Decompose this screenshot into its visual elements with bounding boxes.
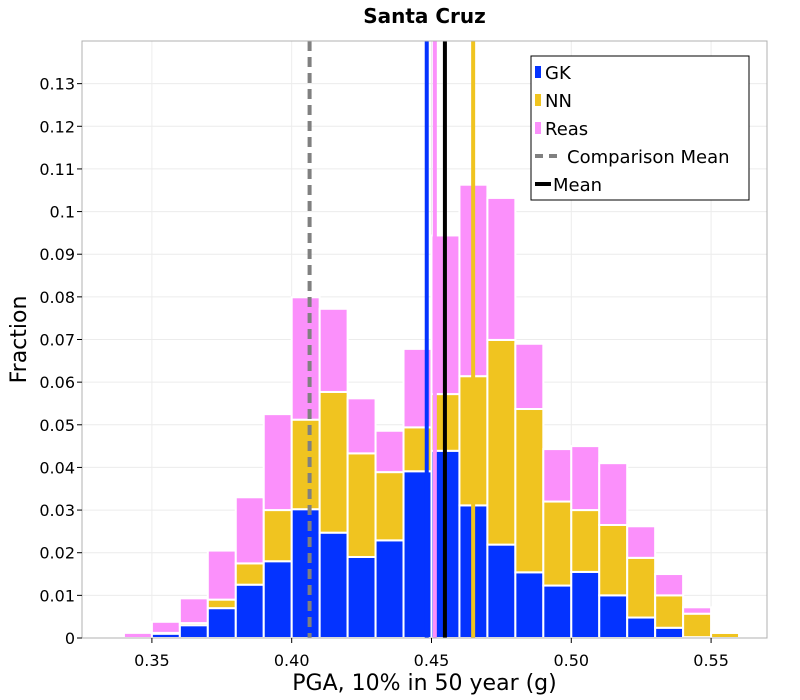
bar-reas bbox=[178, 597, 209, 625]
bar-reas bbox=[150, 620, 181, 634]
bar-reas bbox=[290, 296, 321, 421]
bar-gk bbox=[626, 616, 657, 640]
bar-nn bbox=[346, 452, 377, 558]
legend-label-reas: Reas bbox=[545, 119, 588, 140]
legend-swatch-gk bbox=[535, 66, 541, 78]
legend-label-nn: NN bbox=[545, 91, 572, 112]
bar-nn bbox=[626, 556, 657, 619]
bar-nn bbox=[318, 390, 349, 534]
bar-gk bbox=[262, 560, 293, 639]
bar-reas bbox=[346, 397, 377, 455]
bar-reas bbox=[654, 573, 685, 597]
bar-gk bbox=[290, 508, 321, 639]
y-tick-label: 0.12 bbox=[39, 117, 75, 136]
legend: GK NN Reas Comparison Mean Mean bbox=[530, 55, 750, 201]
bar-reas bbox=[262, 413, 293, 512]
bar-gk bbox=[542, 584, 573, 639]
bar-reas bbox=[514, 342, 545, 411]
y-tick-label: 0.02 bbox=[39, 544, 75, 563]
bar-reas bbox=[570, 445, 601, 512]
bar-nn bbox=[290, 418, 321, 511]
y-tick-label: 0.08 bbox=[39, 288, 75, 307]
bar-nn bbox=[598, 523, 629, 597]
x-tick-label: 0.35 bbox=[134, 651, 170, 670]
bar-nn bbox=[514, 408, 545, 574]
bar-reas bbox=[486, 196, 517, 341]
y-tick-label: 0.05 bbox=[39, 416, 75, 435]
axis-ticks: 0.35 0.40 0.45 0.50 0.55 0 0.01 0.02 0.03 0.04 0.0… bbox=[39, 75, 729, 670]
y-axis-label: Fraction bbox=[7, 296, 32, 384]
bar-gk bbox=[234, 583, 265, 639]
y-tick-label: 0.03 bbox=[39, 501, 75, 520]
bar-gk bbox=[206, 607, 237, 640]
y-tick-label: 0.09 bbox=[39, 245, 75, 264]
bar-nn bbox=[262, 509, 293, 563]
histogram-bars bbox=[94, 183, 769, 640]
y-tick-label: 0.07 bbox=[39, 331, 75, 350]
bar-reas bbox=[542, 448, 573, 503]
y-tick-label: 0.01 bbox=[39, 586, 75, 605]
bar-nn bbox=[486, 338, 517, 546]
bar-reas bbox=[234, 496, 265, 565]
bar-gk bbox=[570, 570, 601, 639]
y-tick-label: 0.11 bbox=[39, 160, 75, 179]
y-tick-label: 0.13 bbox=[39, 75, 75, 94]
bar-nn bbox=[374, 471, 405, 542]
legend-label-gk: GK bbox=[545, 63, 572, 84]
x-tick-label: 0.40 bbox=[274, 651, 310, 670]
bar-reas bbox=[682, 606, 713, 615]
bar-gk bbox=[346, 555, 377, 640]
bar-reas bbox=[598, 462, 629, 526]
bar-nn bbox=[234, 562, 265, 586]
x-tick-label: 0.50 bbox=[553, 651, 589, 670]
bar-gk bbox=[178, 624, 209, 640]
legend-swatch-nn bbox=[535, 94, 541, 106]
bar-gk bbox=[598, 594, 629, 639]
y-tick-label: 0 bbox=[65, 629, 75, 648]
bar-nn bbox=[570, 509, 601, 573]
y-tick-label: 0.06 bbox=[39, 373, 75, 392]
bar-reas bbox=[122, 631, 153, 640]
x-tick-label: 0.45 bbox=[414, 651, 450, 670]
bar-reas bbox=[626, 525, 657, 559]
chart-title: Santa Cruz bbox=[363, 4, 486, 28]
mean-lines bbox=[307, 41, 476, 638]
bar-gk bbox=[514, 571, 545, 640]
bar-nn bbox=[654, 594, 685, 629]
y-tick-label: 0.1 bbox=[50, 203, 75, 222]
legend-box bbox=[530, 55, 750, 201]
bar-reas bbox=[206, 549, 237, 601]
bar-nn bbox=[542, 500, 573, 587]
bar-gk bbox=[486, 543, 517, 639]
legend-label-mean: Mean bbox=[553, 175, 602, 196]
legend-label-comparison-mean: Comparison Mean bbox=[567, 147, 730, 168]
bar-gk bbox=[374, 539, 405, 639]
x-tick-label: 0.55 bbox=[693, 651, 729, 670]
bar-gk bbox=[654, 626, 685, 639]
bar-nn bbox=[682, 612, 713, 639]
bar-reas bbox=[318, 307, 349, 393]
y-tick-label: 0.04 bbox=[39, 458, 75, 477]
x-axis-label: PGA, 10% in 50 year (g) bbox=[292, 671, 556, 696]
bar-gk bbox=[318, 531, 349, 639]
bar-reas bbox=[374, 429, 405, 474]
legend-swatch-reas bbox=[535, 122, 541, 134]
bar-nn bbox=[206, 598, 237, 610]
